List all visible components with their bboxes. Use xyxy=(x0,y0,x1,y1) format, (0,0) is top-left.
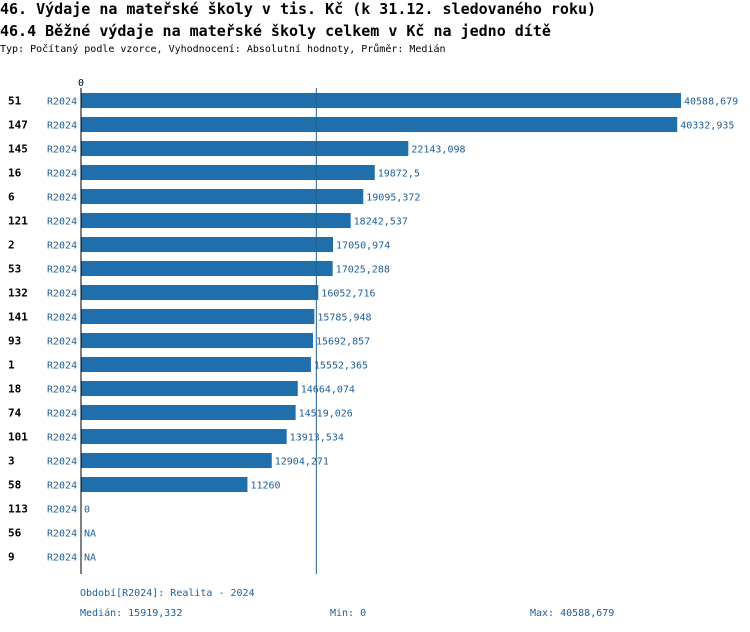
row-id-label: 132 xyxy=(8,287,28,300)
row-id-label: 93 xyxy=(8,335,21,348)
row-id-label: 113 xyxy=(8,503,28,516)
bar xyxy=(81,141,409,156)
row-id-label: 121 xyxy=(8,215,28,228)
row-id-label: 141 xyxy=(8,311,28,324)
bar-value-label: NA xyxy=(84,553,96,564)
row-period-label: R2024 xyxy=(47,409,77,420)
bar xyxy=(81,333,313,348)
axis-zero-label: 0 xyxy=(78,78,84,89)
bar xyxy=(81,381,298,396)
bar xyxy=(81,285,319,300)
row-period-label: R2024 xyxy=(47,241,77,252)
bar xyxy=(81,237,334,252)
footer-min: Min: 0 xyxy=(330,608,367,619)
row-id-label: 74 xyxy=(8,407,22,420)
bar xyxy=(81,477,248,492)
bar xyxy=(81,165,375,180)
row-id-label: 2 xyxy=(8,239,15,252)
footer-period: Období[R2024]: Realita - 2024 xyxy=(80,588,255,599)
bar-value-label: 40332,935 xyxy=(680,121,734,132)
bar-value-label: 18242,537 xyxy=(354,217,408,228)
bar-value-label: 16052,716 xyxy=(321,289,375,300)
row-id-label: 3 xyxy=(8,455,15,468)
bar-value-label: 40588,679 xyxy=(684,97,738,108)
footer-median: Medián: 15919,332 xyxy=(80,608,183,619)
row-period-label: R2024 xyxy=(47,97,77,108)
row-id-label: 51 xyxy=(8,95,22,108)
bar-value-label: 15692,857 xyxy=(316,337,370,348)
row-period-label: R2024 xyxy=(47,313,77,324)
bar-value-label: 19095,372 xyxy=(366,193,420,204)
bar-value-label: 12904,271 xyxy=(275,457,329,468)
bar xyxy=(81,213,351,228)
row-period-label: R2024 xyxy=(47,169,77,180)
row-period-label: R2024 xyxy=(47,361,77,372)
row-period-label: R2024 xyxy=(47,145,77,156)
bar-value-label: 22143,098 xyxy=(411,145,465,156)
bar xyxy=(81,93,681,108)
chart-title: 46. Výdaje na mateřské školy v tis. Kč (… xyxy=(0,0,597,18)
row-period-label: R2024 xyxy=(47,265,77,276)
bar xyxy=(81,405,296,420)
bar-value-label: 0 xyxy=(84,505,90,516)
row-period-label: R2024 xyxy=(47,193,77,204)
footer-max: Max: 40588,679 xyxy=(530,608,615,619)
row-period-label: R2024 xyxy=(47,553,77,564)
row-period-label: R2024 xyxy=(47,217,77,228)
bar-value-label: 14519,026 xyxy=(299,409,353,420)
bar xyxy=(81,453,272,468)
bar-value-label: 17050,974 xyxy=(336,241,390,252)
bar-value-label: 15785,948 xyxy=(317,313,371,324)
row-id-label: 1 xyxy=(8,359,15,372)
row-period-label: R2024 xyxy=(47,337,77,348)
bar-value-label: 11260 xyxy=(250,481,280,492)
row-period-label: R2024 xyxy=(47,481,77,492)
row-id-label: 9 xyxy=(8,551,15,564)
row-period-label: R2024 xyxy=(47,289,77,300)
row-id-label: 101 xyxy=(8,431,28,444)
bar xyxy=(81,429,287,444)
row-id-label: 6 xyxy=(8,191,15,204)
bar-value-label: 17025,288 xyxy=(336,265,390,276)
bar xyxy=(81,309,315,324)
bar-value-label: NA xyxy=(84,529,96,540)
row-id-label: 145 xyxy=(8,143,28,156)
bar xyxy=(81,357,311,372)
bar-value-label: 19872,5 xyxy=(378,169,420,180)
bar xyxy=(81,117,678,132)
bar-value-label: 14664,074 xyxy=(301,385,355,396)
bar xyxy=(81,189,364,204)
row-id-label: 147 xyxy=(8,119,28,132)
row-period-label: R2024 xyxy=(47,505,77,516)
row-period-label: R2024 xyxy=(47,121,77,132)
row-id-label: 53 xyxy=(8,263,21,276)
row-id-label: 58 xyxy=(8,479,21,492)
row-id-label: 56 xyxy=(8,527,22,540)
chart-subtitle: 46.4 Běžné výdaje na mateřské školy celk… xyxy=(0,22,551,40)
row-id-label: 16 xyxy=(8,167,22,180)
chart-type-line: Typ: Počítaný podle vzorce, Vyhodnocení:… xyxy=(0,44,446,55)
bar-value-label: 15552,365 xyxy=(314,361,368,372)
row-period-label: R2024 xyxy=(47,457,77,468)
bar xyxy=(81,261,333,276)
row-period-label: R2024 xyxy=(47,433,77,444)
row-period-label: R2024 xyxy=(47,385,77,396)
row-period-label: R2024 xyxy=(47,529,77,540)
row-id-label: 18 xyxy=(8,383,21,396)
